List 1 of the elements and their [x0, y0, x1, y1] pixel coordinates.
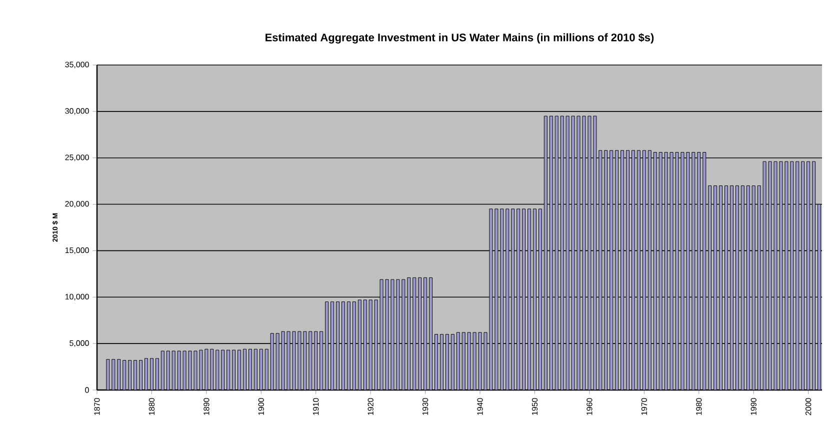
chart-title: Estimated Aggregate Investment in US Water Mains (in millions of 2010 $s): [266, 33, 654, 44]
